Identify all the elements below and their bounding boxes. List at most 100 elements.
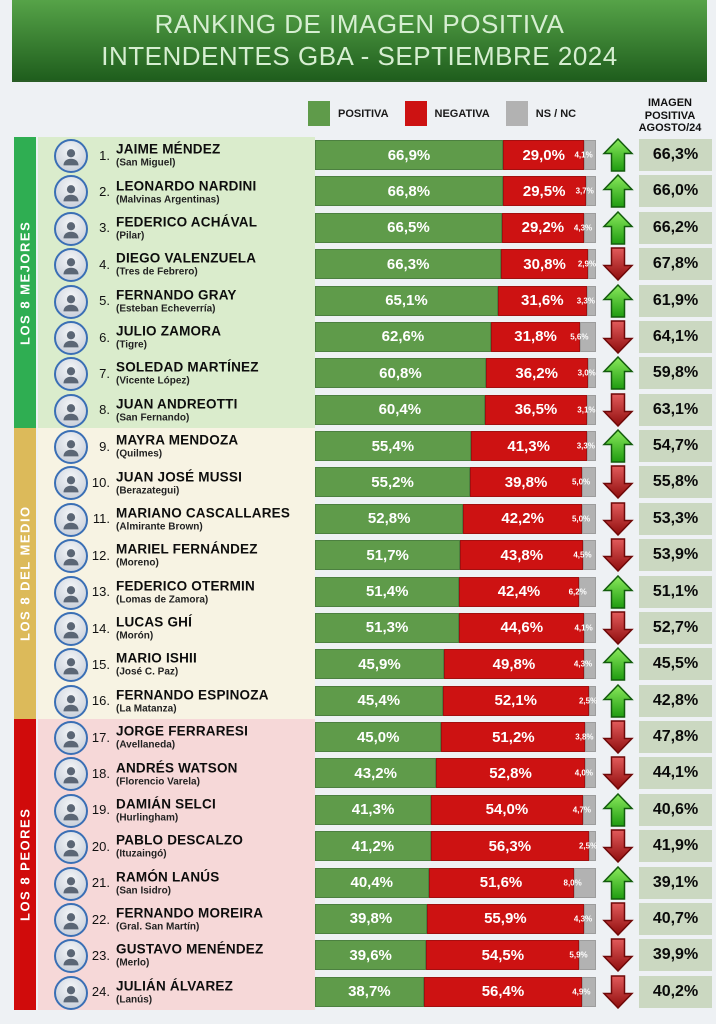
positive-value-label: 52,8%: [367, 510, 411, 528]
table-row: 15. MARIO ISHII (José C. Paz) 45,9% 49,8…: [38, 646, 716, 683]
trend-up-icon: [602, 210, 634, 245]
rank-number: 18.: [91, 766, 110, 782]
section-rows: 9. MAYRA MENDOZA (Quilmes) 55,4% 41,3% 3…: [38, 428, 716, 719]
bar-nsnc-segment: 2,9%: [578, 249, 596, 280]
negative-value-label: 44,6%: [500, 619, 544, 637]
bar-negative-segment: 56,3%: [430, 831, 589, 862]
rank-number: 9.: [99, 438, 110, 454]
positive-value-label: 43,2%: [354, 764, 397, 782]
trend-down-icon: [602, 720, 634, 754]
legend-swatch-positiva: [308, 101, 330, 126]
trend-indicator: [601, 611, 635, 645]
stacked-bar: 66,8% 29,5% 3,7%: [315, 176, 596, 207]
person-icon: [63, 403, 79, 420]
person-icon: [63, 440, 79, 457]
avatar: [54, 466, 88, 501]
mayor-name-block: ANDRÉS WATSON (Florencio Varela): [116, 760, 238, 787]
section-band: LOS 8 MEJORES: [14, 137, 36, 428]
positive-value-label: 66,9%: [387, 146, 431, 164]
bar-negative-segment: 55,9%: [426, 903, 584, 934]
rank-number: 6.: [99, 329, 110, 345]
mayor-name: JAIME MÉNDEZ: [116, 141, 221, 157]
negative-value-label: 52,1%: [494, 692, 538, 710]
nsnc-value-label: 4,3%: [573, 659, 593, 669]
trend-up-icon: [602, 356, 634, 390]
nsnc-value-label: 8,0%: [563, 878, 582, 887]
august-header-line: IMAGEN: [648, 97, 692, 109]
district-name: (Esteban Echeverría): [116, 303, 216, 315]
august-value: 51,1%: [639, 575, 712, 608]
rank-number: 11.: [92, 511, 110, 527]
person-icon: [63, 876, 79, 893]
trend-indicator: [601, 138, 635, 172]
district-name: (Merlo): [116, 957, 150, 969]
negative-value-label: 49,8%: [492, 655, 536, 673]
rank-number: 2.: [99, 184, 110, 200]
mayor-name: FERNANDO GRAY: [116, 287, 237, 303]
avatar: [54, 393, 88, 428]
august-value: 66,0%: [639, 175, 712, 208]
mayor-name-block: JULIÁN ÁLVAREZ (Lanús): [116, 978, 233, 1005]
positive-value-label: 51,3%: [365, 619, 409, 637]
nsnc-value-label: 4,5%: [573, 550, 592, 560]
mayor-name: JORGE FERRARESI: [116, 723, 249, 739]
avatar: [54, 539, 88, 574]
august-value: 45,5%: [639, 648, 712, 681]
legend-item-nsnc: NS / NC: [505, 101, 576, 126]
trend-up-icon: [602, 647, 634, 681]
august-value: 61,9%: [639, 284, 712, 317]
mayor-name-block: FERNANDO ESPINOZA (La Matanza): [116, 687, 269, 714]
negative-value-label: 43,8%: [500, 546, 544, 564]
bar-negative-segment: 29,0%: [502, 140, 585, 170]
mayor-name: JULIÁN ÁLVAREZ: [116, 978, 234, 994]
august-value: 39,9%: [639, 939, 712, 972]
table-row: 11. MARIANO CASCALLARES (Almirante Brown…: [38, 500, 716, 538]
person-icon: [63, 913, 79, 930]
positive-value-label: 66,3%: [386, 255, 430, 273]
nsnc-value-label: 5,6%: [570, 332, 589, 342]
mayor-name: LEONARDO NARDINI: [116, 178, 257, 194]
positive-value-label: 60,8%: [379, 364, 422, 382]
bar-nsnc-segment: 4,1%: [574, 140, 596, 170]
mayor-name-block: MARIANO CASCALLARES (Almirante Brown): [116, 505, 290, 532]
august-value: 44,1%: [639, 757, 712, 790]
bar-nsnc-segment: 3,0%: [578, 358, 596, 389]
positive-value-label: 45,0%: [356, 728, 400, 746]
trend-down-icon: [602, 974, 634, 1009]
trend-up-icon: [602, 174, 634, 209]
avatar: [54, 866, 88, 901]
avatar: [54, 939, 88, 974]
trend-indicator: [601, 829, 635, 864]
district-name: (Avellaneda): [116, 739, 176, 751]
avatar: [54, 175, 88, 210]
mayor-name-block: SOLEDAD MARTÍNEZ (Vicente López): [116, 360, 259, 387]
stacked-bar: 66,9% 29,0% 4,1%: [315, 140, 596, 170]
nsnc-value-label: 4,1%: [574, 623, 593, 633]
mayor-name: FERNANDO ESPINOZA: [116, 687, 269, 703]
person-icon: [63, 694, 79, 711]
august-value: 42,8%: [639, 684, 712, 717]
district-name: (Lanús): [116, 994, 153, 1006]
trend-indicator: [601, 429, 635, 463]
mayor-name: ANDRÉS WATSON: [116, 760, 238, 776]
district-name: (Tres de Febrero): [116, 266, 198, 278]
person-icon: [63, 476, 79, 493]
trend-indicator: [601, 502, 635, 536]
nsnc-value-label: 3,1%: [577, 405, 596, 415]
trend-indicator: [601, 938, 635, 973]
nsnc-value-label: 3,3%: [576, 441, 595, 451]
august-header-line: AGOSTO/24: [638, 122, 702, 134]
trend-up-icon: [602, 138, 634, 172]
district-name: (Hurlingham): [116, 812, 179, 824]
section-los-8-del-medio: LOS 8 DEL MEDIO 9. MAYRA MENDOZA (Quilme…: [0, 428, 716, 719]
bar-nsnc-segment: 4,3%: [574, 649, 596, 680]
trend-up-icon: [602, 683, 634, 718]
stacked-bar: 39,6% 54,5% 5,9%: [315, 940, 596, 971]
mayor-name-block: JULIO ZAMORA (Tigre): [116, 324, 221, 351]
trend-indicator: [601, 283, 635, 318]
mayor-name-block: JUAN ANDREOTTI (San Fernando): [116, 396, 238, 423]
mayor-name: JUAN ANDREOTTI: [116, 396, 238, 412]
mayor-name-block: FERNANDO MOREIRA (Gral. San Martín): [116, 906, 263, 933]
bar-positive-segment: 60,4%: [315, 394, 485, 425]
august-value: 40,2%: [639, 975, 712, 1008]
